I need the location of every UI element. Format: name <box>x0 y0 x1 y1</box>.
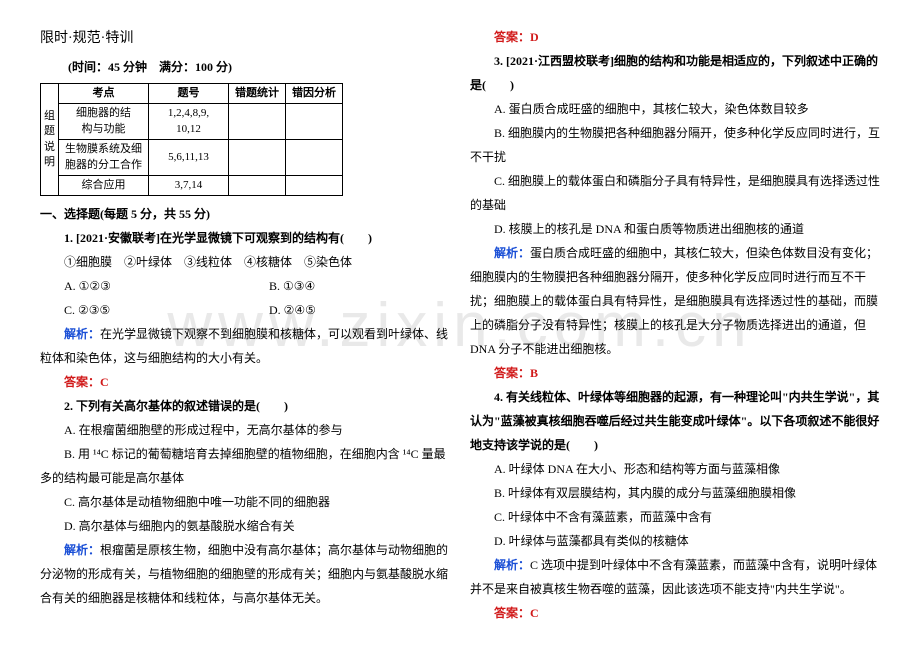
q1-items: ①细胞膜 ②叶绿体 ③线粒体 ④核糖体 ⑤染色体 <box>40 250 450 274</box>
q1-optD: D. ②④⑤ <box>245 298 450 322</box>
cell-empty <box>229 175 286 195</box>
q4-optA: A. 叶绿体 DNA 在大小、形态和结构等方面与蓝藻相像 <box>470 457 880 481</box>
q1-options-row2: C. ②③⑤ D. ②④⑤ <box>40 298 450 322</box>
q4-analysis: 解析：C 选项中提到叶绿体中不含有藻蓝素，而蓝藻中含有，说明叶绿体并不是来自被真… <box>470 553 880 601</box>
q2-analysis: 解析：根瘤菌是原核生物，细胞中没有高尔基体；高尔基体与动物细胞的分泌物的形成有关… <box>40 538 450 610</box>
table-row: 综合应用 3,7,14 <box>41 175 343 195</box>
q3-stem: 3. [2021·江西盟校联考]细胞的结构和功能是相适应的，下列叙述中正确的是(… <box>470 49 880 97</box>
q1-optB: B. ①③④ <box>245 274 450 298</box>
left-column: 限时·规范·特训 (时间：45 分钟 满分：100 分) 组 题 说 明 考点 … <box>30 25 460 626</box>
q3-optC: C. 细胞膜上的载体蛋白和磷脂分子具有特异性，是细胞膜具有选择透过性的基础 <box>470 169 880 217</box>
q3-analysis: 解析：蛋白质合成旺盛的细胞中，其核仁较大，但染色体数目没有变化；细胞膜内的生物膜… <box>470 241 880 361</box>
analysis-label: 解析： <box>64 543 100 557</box>
q1-optC: C. ②③⑤ <box>40 298 245 322</box>
q4-stem: 4. 有关线粒体、叶绿体等细胞器的起源，有一种理论叫"内共生学说"，其认为"蓝藻… <box>470 385 880 457</box>
q3-analysis-text: 蛋白质合成旺盛的细胞中，其核仁较大，但染色体数目没有变化；细胞膜内的生物膜把各种… <box>470 246 878 356</box>
cell-empty <box>286 175 343 195</box>
q4-optB: B. 叶绿体有双层膜结构，其内膜的成分与蓝藻细胞膜相像 <box>470 481 880 505</box>
page-title: 限时·规范·特训 <box>40 25 450 53</box>
col-topic: 考点 <box>59 84 149 104</box>
q4-analysis-text: C 选项中提到叶绿体中不含有藻蓝素，而蓝藻中含有，说明叶绿体并不是来自被真核生物… <box>470 558 877 596</box>
cell-empty <box>229 140 286 176</box>
q2-analysis-text: 根瘤菌是原核生物，细胞中没有高尔基体；高尔基体与动物细胞的分泌物的形成有关，与植… <box>40 543 448 605</box>
table-row: 细胞器的结构与功能 1,2,4,8,9,10,12 <box>41 104 343 140</box>
q4-optC: C. 叶绿体中不含有藻蓝素，而蓝藻中含有 <box>470 505 880 529</box>
table-vhead: 组 题 说 明 <box>41 84 59 196</box>
q4-optD: D. 叶绿体与蓝藻都具有类似的核糖体 <box>470 529 880 553</box>
q2-optA: A. 在根瘤菌细胞壁的形成过程中，无高尔基体的参与 <box>40 418 450 442</box>
q2-optB: B. 用 ¹⁴C 标记的葡萄糖培育去掉细胞壁的植物细胞，在细胞内含 ¹⁴C 量最… <box>40 442 450 490</box>
q4-answer: 答案：C <box>470 601 880 625</box>
q2-optD: D. 高尔基体与细胞内的氨基酸脱水缩合有关 <box>40 514 450 538</box>
cell-nums: 3,7,14 <box>149 175 229 195</box>
q3-optA: A. 蛋白质合成旺盛的细胞中，其核仁较大，染色体数目较多 <box>470 97 880 121</box>
col-stat: 错题统计 <box>229 84 286 104</box>
right-column: 答案：D 3. [2021·江西盟校联考]细胞的结构和功能是相适应的，下列叙述中… <box>460 25 890 626</box>
table-header-row: 组 题 说 明 考点 题号 错题统计 错因分析 <box>41 84 343 104</box>
analysis-label: 解析： <box>494 558 530 572</box>
topic-table: 组 题 说 明 考点 题号 错题统计 错因分析 细胞器的结构与功能 1,2,4,… <box>40 83 343 196</box>
analysis-label: 解析： <box>64 327 100 341</box>
section-a-heading: 一、选择题(每题 5 分，共 55 分) <box>40 202 450 226</box>
q3-optB: B. 细胞膜内的生物膜把各种细胞器分隔开，使多种化学反应同时进行，互不干扰 <box>470 121 880 169</box>
q3-answer: 答案：B <box>470 361 880 385</box>
cell-nums: 1,2,4,8,9,10,12 <box>149 104 229 140</box>
cell-empty <box>229 104 286 140</box>
page-subtitle: (时间：45 分钟 满分：100 分) <box>68 55 450 79</box>
q2-optC: C. 高尔基体是动植物细胞中唯一功能不同的细胞器 <box>40 490 450 514</box>
cell-nums: 5,6,11,13 <box>149 140 229 176</box>
col-reason: 错因分析 <box>286 84 343 104</box>
cell-empty <box>286 104 343 140</box>
cell-empty <box>286 140 343 176</box>
q1-analysis: 解析：在光学显微镜下观察不到细胞膜和核糖体，可以观看到叶绿体、线粒体和染色体，这… <box>40 322 450 370</box>
q2-stem: 2. 下列有关高尔基体的叙述错误的是( ) <box>40 394 450 418</box>
q1-options-row1: A. ①②③ B. ①③④ <box>40 274 450 298</box>
q3-optD: D. 核膜上的核孔是 DNA 和蛋白质等物质进出细胞核的通道 <box>470 217 880 241</box>
table-row: 生物膜系统及细胞器的分工合作 5,6,11,13 <box>41 140 343 176</box>
cell-topic: 细胞器的结构与功能 <box>59 104 149 140</box>
cell-topic: 综合应用 <box>59 175 149 195</box>
q1-answer: 答案：C <box>40 370 450 394</box>
analysis-label: 解析： <box>494 246 530 260</box>
col-nums: 题号 <box>149 84 229 104</box>
cell-topic: 生物膜系统及细胞器的分工合作 <box>59 140 149 176</box>
q1-analysis-text: 在光学显微镜下观察不到细胞膜和核糖体，可以观看到叶绿体、线粒体和染色体，这与细胞… <box>40 327 448 365</box>
q1-optA: A. ①②③ <box>40 274 245 298</box>
q1-stem: 1. [2021·安徽联考]在光学显微镜下可观察到的结构有( ) <box>40 226 450 250</box>
q2-answer: 答案：D <box>470 25 880 49</box>
